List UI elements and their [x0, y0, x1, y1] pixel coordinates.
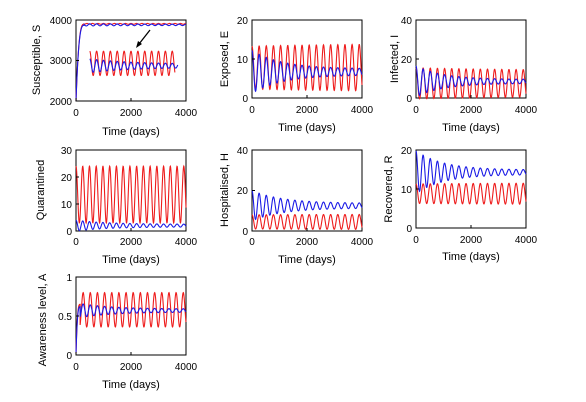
ylabel: Exposed, E — [219, 31, 231, 87]
ytick-label: 20 — [401, 146, 413, 157]
ytick-label: 0.5 — [58, 312, 72, 323]
ytick-label: 0 — [242, 227, 248, 238]
xlabel: Time (days) — [442, 122, 500, 134]
series-line-blue — [415, 150, 527, 193]
series-line-red — [75, 164, 187, 225]
xtick-label: 0 — [249, 105, 255, 116]
ytick-label: 40 — [237, 146, 249, 157]
xtick-label: 4000 — [175, 362, 198, 373]
ytick-label: 4000 — [50, 16, 73, 27]
annotation-arrow — [136, 29, 151, 48]
ylabel: Quarantined — [35, 160, 47, 221]
series-line-blue — [75, 303, 187, 354]
series-line-blue — [75, 23, 186, 102]
xtick-label: 0 — [73, 237, 79, 248]
ytick-label: 30 — [61, 146, 73, 157]
xtick-label: 0 — [73, 108, 79, 119]
xtick-label: 4000 — [175, 237, 198, 248]
xtick-label: 2000 — [460, 105, 483, 116]
panel-hospitalised: Hospitalised, H Time (days) 0 20 40 0 20… — [219, 146, 374, 266]
series-layer — [251, 190, 363, 230]
ytick-label: 20 — [237, 186, 249, 197]
ytick-label: 40 — [401, 16, 413, 27]
axes-frame — [75, 19, 187, 102]
panel-susceptible: Susceptible, S Time (days) 2000 3000 400… — [31, 16, 198, 138]
ytick-label: 20 — [61, 173, 73, 184]
series-line-red — [415, 67, 527, 100]
ytick-label: 20 — [401, 55, 413, 66]
series-layer — [75, 164, 187, 232]
axes-frame — [251, 149, 363, 232]
ytick-label: 0 — [406, 94, 412, 105]
xlabel: Time (days) — [102, 379, 160, 391]
panel-exposed: Exposed, E Time (days) 0 10 20 0 2000 40… — [219, 16, 374, 134]
ytick-label: 1 — [66, 273, 72, 284]
ytick-label: 3000 — [50, 56, 73, 67]
ytick-label: 10 — [401, 185, 413, 196]
series-layer — [75, 291, 187, 354]
ytick-label: 10 — [61, 200, 73, 211]
series-line-blue — [75, 219, 187, 232]
xtick-label: 2000 — [120, 237, 143, 248]
ytick-label: 0 — [66, 227, 72, 238]
panel-awareness: Awareness level, A Time (days) 0 0.5 1 0… — [37, 273, 198, 391]
xtick-label: 2000 — [460, 235, 483, 246]
axes-frame — [415, 149, 527, 229]
xlabel: Time (days) — [278, 122, 336, 134]
xtick-label: 4000 — [515, 105, 538, 116]
series-line-red — [75, 291, 187, 354]
xlabel: Time (days) — [102, 254, 160, 266]
ylabel: Hospitalised, H — [219, 153, 231, 227]
ylabel: Recovered, R — [383, 155, 395, 222]
ytick-label: 2000 — [50, 97, 73, 108]
series-layer — [415, 150, 527, 205]
panel-infected: Infected, I Time (days) 0 20 40 0 2000 4… — [389, 16, 538, 134]
series-line-blue — [89, 58, 179, 73]
xlabel: Time (days) — [278, 254, 336, 266]
panel-quarantined: Quarantined Time (days) 0 10 20 30 0 200… — [35, 146, 198, 266]
xtick-label: 0 — [413, 235, 419, 246]
xtick-label: 2000 — [296, 237, 319, 248]
series-line-red — [89, 50, 176, 77]
panel-recovered: Recovered, R 0 10 20 0 2000 4000 Time (d… — [383, 146, 538, 263]
series-line-blue — [415, 65, 527, 97]
xtick-label: 4000 — [351, 237, 374, 248]
ytick-label: 10 — [237, 55, 249, 66]
xtick-label: 2000 — [120, 362, 143, 373]
series-line-blue — [251, 50, 363, 93]
ytick-label: 0 — [66, 351, 72, 362]
xtick-label: 2000 — [120, 108, 143, 119]
ytick-label: 20 — [237, 16, 249, 27]
ylabel: Infected, I — [389, 35, 401, 83]
xlabel: Time (days) — [102, 126, 160, 138]
series-line-red — [251, 213, 363, 230]
series-layer — [75, 22, 186, 102]
xtick-label: 4000 — [515, 235, 538, 246]
xtick-label: 0 — [413, 105, 419, 116]
xtick-label: 2000 — [296, 105, 319, 116]
ylabel: Awareness level, A — [37, 273, 49, 366]
series-layer — [251, 43, 363, 93]
ytick-label: 0 — [406, 224, 412, 235]
series-line-red — [415, 182, 527, 205]
xtick-label: 4000 — [175, 108, 198, 119]
xtick-label: 0 — [73, 362, 79, 373]
series-line-blue — [251, 190, 363, 221]
ytick-label: 0 — [242, 94, 248, 105]
ylabel: Susceptible, S — [31, 25, 43, 95]
xtick-label: 0 — [249, 237, 255, 248]
series-layer — [415, 65, 527, 100]
xtick-label: 4000 — [351, 105, 374, 116]
xlabel: Time (days) — [442, 251, 500, 263]
axes-frame — [251, 19, 363, 99]
